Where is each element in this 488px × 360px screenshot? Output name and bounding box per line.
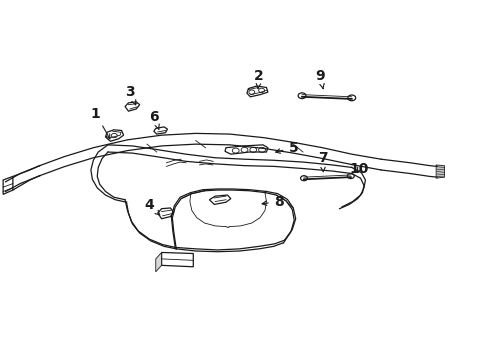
Text: 1: 1 bbox=[91, 107, 110, 139]
Text: 8: 8 bbox=[262, 194, 283, 208]
Text: 7: 7 bbox=[317, 152, 326, 172]
Text: 3: 3 bbox=[125, 85, 136, 105]
Polygon shape bbox=[435, 165, 444, 178]
Text: 4: 4 bbox=[144, 198, 160, 215]
Text: 6: 6 bbox=[149, 110, 159, 130]
Polygon shape bbox=[156, 252, 161, 272]
Text: 2: 2 bbox=[254, 69, 264, 89]
Text: 10: 10 bbox=[349, 162, 368, 176]
Text: 5: 5 bbox=[275, 141, 298, 155]
Text: 9: 9 bbox=[315, 69, 324, 89]
